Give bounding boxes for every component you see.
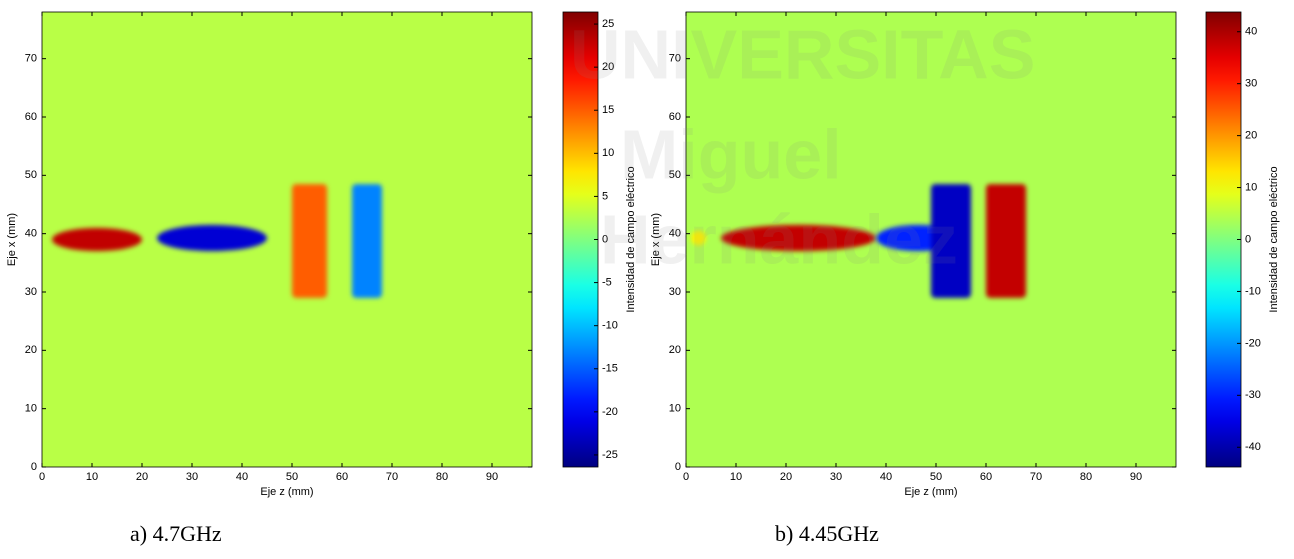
watermark: Miguel [620, 115, 842, 193]
field-region [352, 184, 382, 298]
colorbar-tick-label: 20 [602, 61, 614, 73]
colorbar-tick-label: -25 [602, 449, 618, 461]
colorbar-label: Intensidad de campo eléctrico [625, 166, 637, 312]
x-axis-label: Eje z (mm) [904, 486, 957, 498]
y-tick-label: 70 [669, 53, 681, 65]
colorbar-tick-label: 15 [602, 104, 614, 116]
y-axis-label: Eje x (mm) [650, 213, 662, 266]
y-axis-label: Eje x (mm) [6, 213, 18, 266]
field-region [986, 184, 1026, 298]
y-tick-label: 30 [25, 286, 37, 298]
y-tick-label: 70 [25, 53, 37, 65]
y-tick-label: 60 [25, 111, 37, 123]
y-tick-label: 10 [25, 403, 37, 415]
x-tick-label: 70 [386, 471, 398, 483]
colorbar-tick-label: 0 [1245, 233, 1251, 245]
y-tick-label: 50 [25, 169, 37, 181]
y-tick-label: 20 [669, 344, 681, 356]
colorbar-tick-label: -20 [602, 406, 618, 418]
x-tick-label: 50 [930, 471, 942, 483]
caption: a) 4.7GHz [130, 521, 222, 546]
colorbar [1205, 11, 1242, 468]
y-tick-label: 20 [25, 344, 37, 356]
field-region [157, 224, 267, 252]
colorbar-tick-label: -10 [1245, 285, 1261, 297]
field-region [292, 184, 327, 298]
field-region [721, 224, 876, 252]
colorbar-tick-label: -15 [602, 363, 618, 375]
field-region [691, 230, 706, 246]
x-tick-label: 40 [880, 471, 892, 483]
plot-frame [41, 11, 533, 468]
x-tick-label: 90 [1130, 471, 1142, 483]
x-tick-label: 40 [236, 471, 248, 483]
watermark: Hernández [600, 200, 958, 278]
colorbar-tick-label: 5 [602, 190, 608, 202]
x-tick-label: 50 [286, 471, 298, 483]
field [42, 12, 532, 467]
field-region [931, 184, 971, 298]
y-tick-label: 10 [669, 403, 681, 415]
y-tick-label: 40 [669, 228, 681, 240]
colorbar-tick-label: 30 [1245, 78, 1257, 90]
y-tick-label: 0 [31, 461, 37, 473]
colorbar-tick-label: -5 [602, 276, 612, 288]
y-tick-label: 0 [675, 461, 681, 473]
colorbar-tick-label: 40 [1245, 26, 1257, 38]
x-tick-label: 20 [780, 471, 792, 483]
x-tick-label: 80 [1080, 471, 1092, 483]
x-tick-label: 60 [336, 471, 348, 483]
colorbar [562, 11, 599, 468]
x-tick-label: 60 [980, 471, 992, 483]
colorbar-tick-label: 20 [1245, 130, 1257, 142]
colorbar-tick-label: 25 [602, 18, 614, 30]
colorbar-label: Intensidad de campo eléctrico [1268, 166, 1280, 312]
x-tick-label: 80 [436, 471, 448, 483]
y-tick-label: 40 [25, 228, 37, 240]
colorbar-tick-label: 10 [602, 147, 614, 159]
colorbar-tick-label: -20 [1245, 337, 1261, 349]
colorbar-tick-label: 0 [602, 233, 608, 245]
x-tick-label: 30 [186, 471, 198, 483]
x-tick-label: 90 [486, 471, 498, 483]
colorbar-tick-label: -30 [1245, 389, 1261, 401]
x-tick-label: 70 [1030, 471, 1042, 483]
watermark: UNIVERSITAS [570, 15, 1035, 93]
heatmap-panel: 0 10 20 30 40 50 60 70 80 90 0 10 20 30 40 50 60 70 Eje z … [650, 11, 1280, 546]
colorbar-tick-label: 10 [1245, 181, 1257, 193]
x-tick-label: 0 [683, 471, 689, 483]
y-tick-label: 30 [669, 286, 681, 298]
colorbar-tick-label: -40 [1245, 441, 1261, 453]
y-tick-label: 50 [669, 169, 681, 181]
x-tick-label: 10 [730, 471, 742, 483]
colorbar-tick-label: -10 [602, 320, 618, 332]
x-tick-label: 20 [136, 471, 148, 483]
y-tick-label: 60 [669, 111, 681, 123]
plot-frame [685, 11, 1177, 468]
x-tick-label: 10 [86, 471, 98, 483]
x-tick-label: 0 [39, 471, 45, 483]
field-region [52, 227, 142, 252]
x-tick-label: 30 [830, 471, 842, 483]
x-axis-label: Eje z (mm) [260, 486, 313, 498]
caption: b) 4.45GHz [775, 521, 879, 546]
field [686, 12, 1176, 467]
